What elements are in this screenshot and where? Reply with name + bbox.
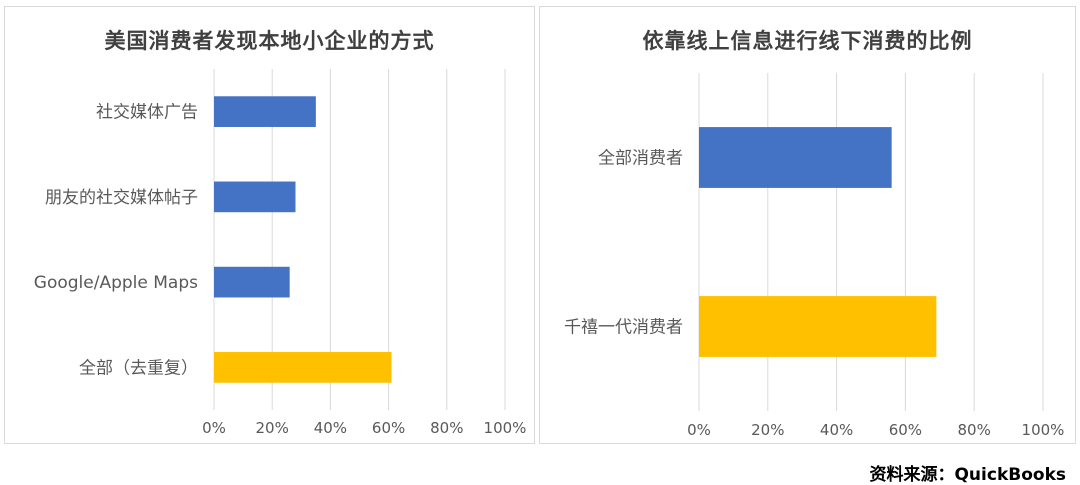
- right-category-label: 全部消费者: [598, 149, 683, 169]
- chart-panel-right: 依靠线上信息进行线下消费的比例 0% 20% 40% 60% 80% 100% 全部消费者千…: [539, 6, 1076, 444]
- left-bar: [214, 181, 296, 213]
- right-bar: [699, 127, 892, 188]
- chart-title-right: 依靠线上信息进行线下消费的比例: [642, 29, 973, 53]
- left-bar: [214, 266, 290, 298]
- left-tick-label: 0%: [202, 419, 226, 437]
- right-tick-label: 20%: [751, 421, 784, 439]
- left-tick-label: 100%: [484, 419, 527, 437]
- right-bar: [699, 296, 937, 357]
- right-tick-label: 40%: [820, 421, 853, 439]
- left-bar: [214, 96, 316, 127]
- right-tick-label: 60%: [889, 421, 922, 439]
- chart-title-left: 美国消费者发现本地小企业的方式: [104, 29, 435, 53]
- left-bar: [214, 352, 392, 383]
- right-category-label: 千禧一代消费者: [564, 318, 683, 338]
- left-tick-label: 20%: [256, 419, 289, 437]
- left-category-label: Google/Apple Maps: [34, 273, 198, 293]
- left-category-label: 社交媒体广告: [96, 103, 198, 123]
- left-tick-label: 40%: [314, 419, 347, 437]
- right-tick-label: 80%: [958, 421, 991, 439]
- right-tick-label: 100%: [1022, 421, 1065, 439]
- chart-panel-left: 美国消费者发现本地小企业的方式 0% 20% 40% 60% 80% 100% 社交媒体广告…: [4, 6, 535, 444]
- source-caption: 资料来源：QuickBooks: [869, 465, 1066, 485]
- left-tick-label: 60%: [372, 419, 405, 437]
- left-category-label: 朋友的社交媒体帖子: [45, 188, 198, 208]
- left-tick-label: 80%: [430, 419, 463, 437]
- left-category-label: 全部（去重复）: [79, 358, 198, 378]
- right-tick-label: 0%: [687, 421, 711, 439]
